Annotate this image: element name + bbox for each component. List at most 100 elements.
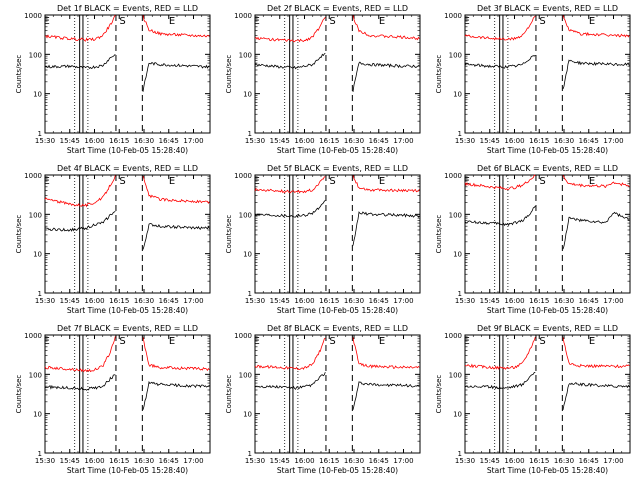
segment-marker-label: E xyxy=(463,336,469,347)
y-axis-label: Counts/sec xyxy=(15,375,23,414)
series-lld-line xyxy=(562,15,630,38)
x-tick-label: 16:00 xyxy=(294,457,314,465)
panel-det-5: Det 5f BLACK = Events, RED = LLD 1 10 100 10… xyxy=(225,164,421,315)
plot-frame xyxy=(44,14,211,134)
x-tick-label: 16:30 xyxy=(344,457,364,465)
series-events-line xyxy=(464,205,536,227)
y-axis-label: Counts/sec xyxy=(435,215,443,254)
segment-marker-label: E xyxy=(463,16,469,27)
x-tick-label: 15:30 xyxy=(35,457,55,465)
series-events-line xyxy=(464,54,536,69)
y-axis-label: Counts/sec xyxy=(225,375,233,414)
x-tick-label: 15:45 xyxy=(480,297,500,305)
x-tick-label: 16:15 xyxy=(319,297,339,305)
x-tick-label: 16:30 xyxy=(344,297,364,305)
x-tick-label: 17:00 xyxy=(183,297,203,305)
x-tick-label: 16:45 xyxy=(369,457,389,465)
series-events-line xyxy=(44,210,116,232)
x-tick-label: 15:30 xyxy=(35,137,55,145)
y-tick-label: 10 xyxy=(453,411,462,419)
y-tick-label: 100 xyxy=(29,211,42,219)
y-tick-label: 10 xyxy=(453,91,462,99)
series-lld-line xyxy=(464,174,536,191)
series-lld-line xyxy=(352,337,420,369)
segment-marker-label: E xyxy=(43,16,49,27)
y-tick-label: 100 xyxy=(239,371,252,379)
y-tick-label: 10 xyxy=(243,411,252,419)
x-tick-label: 15:45 xyxy=(270,457,290,465)
series-events-line xyxy=(352,61,420,92)
panel-det-1: Det 1f BLACK = Events, RED = LLD 1 10 100 10… xyxy=(15,4,211,155)
segment-marker-label: E xyxy=(43,336,49,347)
segment-marker-label: E xyxy=(253,16,259,27)
segment-marker-label: E xyxy=(43,176,49,187)
x-tick-label: 15:45 xyxy=(60,137,80,145)
x-axis-label: Start Time (10-Feb-05 15:28:40) xyxy=(487,146,608,155)
y-tick-label: 1 xyxy=(458,130,462,138)
series-events-line xyxy=(44,53,116,70)
x-axis-label: Start Time (10-Feb-05 15:28:40) xyxy=(277,146,398,155)
y-axis-label: Counts/sec xyxy=(15,55,23,94)
x-tick-label: 15:45 xyxy=(270,137,290,145)
segment-marker-label: S xyxy=(329,176,335,187)
panel-title: Det 6f BLACK = Events, RED = LLD xyxy=(477,164,618,173)
segment-marker-label: S xyxy=(329,336,335,347)
segment-marker-label: E xyxy=(589,176,595,187)
panel-title: Det 5f BLACK = Events, RED = LLD xyxy=(267,164,408,173)
x-axis-label: Start Time (10-Feb-05 15:28:40) xyxy=(487,466,608,475)
x-tick-label: 16:45 xyxy=(579,137,599,145)
x-tick-label: 16:00 xyxy=(294,137,314,145)
x-tick-label: 16:45 xyxy=(369,297,389,305)
segment-marker-label: E xyxy=(589,336,595,347)
series-lld-line xyxy=(142,337,210,372)
panel-det-6: Det 6f BLACK = Events, RED = LLD 1 10 100 10… xyxy=(435,164,631,315)
x-tick-label: 15:30 xyxy=(245,457,265,465)
series-lld-line xyxy=(464,15,536,41)
y-axis-label: Counts/sec xyxy=(435,55,443,94)
y-tick-label: 1 xyxy=(38,130,42,138)
y-tick-label: 10 xyxy=(453,251,462,259)
panel-det-2: Det 2f BLACK = Events, RED = LLD 1 10 100 10… xyxy=(225,4,421,155)
series-lld-line xyxy=(352,15,420,41)
x-tick-label: 16:30 xyxy=(134,297,154,305)
y-tick-label: 10 xyxy=(33,91,42,99)
plot-frame xyxy=(44,334,211,454)
series-lld-line xyxy=(352,175,420,193)
y-tick-label: 10 xyxy=(33,411,42,419)
series-events-line xyxy=(562,382,630,410)
y-tick-label: 1000 xyxy=(24,172,42,180)
x-tick-label: 15:45 xyxy=(60,297,80,305)
x-tick-label: 15:45 xyxy=(480,137,500,145)
y-tick-label: 1000 xyxy=(444,12,462,20)
x-tick-label: 16:45 xyxy=(159,297,179,305)
x-tick-label: 15:30 xyxy=(245,297,265,305)
panel-title: Det 9f BLACK = Events, RED = LLD xyxy=(477,324,618,333)
segment-marker-label: E xyxy=(379,336,385,347)
panel-title: Det 1f BLACK = Events, RED = LLD xyxy=(57,4,198,13)
x-tick-label: 16:00 xyxy=(504,297,524,305)
x-axis-label: Start Time (10-Feb-05 15:28:40) xyxy=(277,306,398,315)
y-tick-label: 100 xyxy=(449,51,462,59)
x-tick-label: 16:45 xyxy=(159,137,179,145)
segment-marker-label: S xyxy=(119,336,125,347)
x-tick-label: 16:30 xyxy=(554,457,574,465)
y-axis-label: Counts/sec xyxy=(225,55,233,94)
series-lld-line xyxy=(142,15,210,38)
panel-det-7: Det 7f BLACK = Events, RED = LLD 1 10 100 10… xyxy=(15,324,211,475)
y-tick-label: 1000 xyxy=(234,172,252,180)
y-tick-label: 1 xyxy=(248,450,252,458)
plot-frame xyxy=(464,174,631,294)
x-tick-label: 15:30 xyxy=(245,137,265,145)
x-tick-label: 16:15 xyxy=(109,297,129,305)
series-events-line xyxy=(142,223,210,250)
plot-frame xyxy=(254,334,421,454)
x-tick-label: 16:00 xyxy=(294,297,314,305)
y-tick-label: 100 xyxy=(29,371,42,379)
series-events-line xyxy=(142,61,210,92)
x-tick-label: 16:45 xyxy=(369,137,389,145)
plot-frame xyxy=(464,14,631,134)
series-events-line xyxy=(44,374,116,391)
y-tick-label: 100 xyxy=(29,51,42,59)
panel-title: Det 8f BLACK = Events, RED = LLD xyxy=(267,324,408,333)
segment-marker-label: S xyxy=(539,16,545,27)
